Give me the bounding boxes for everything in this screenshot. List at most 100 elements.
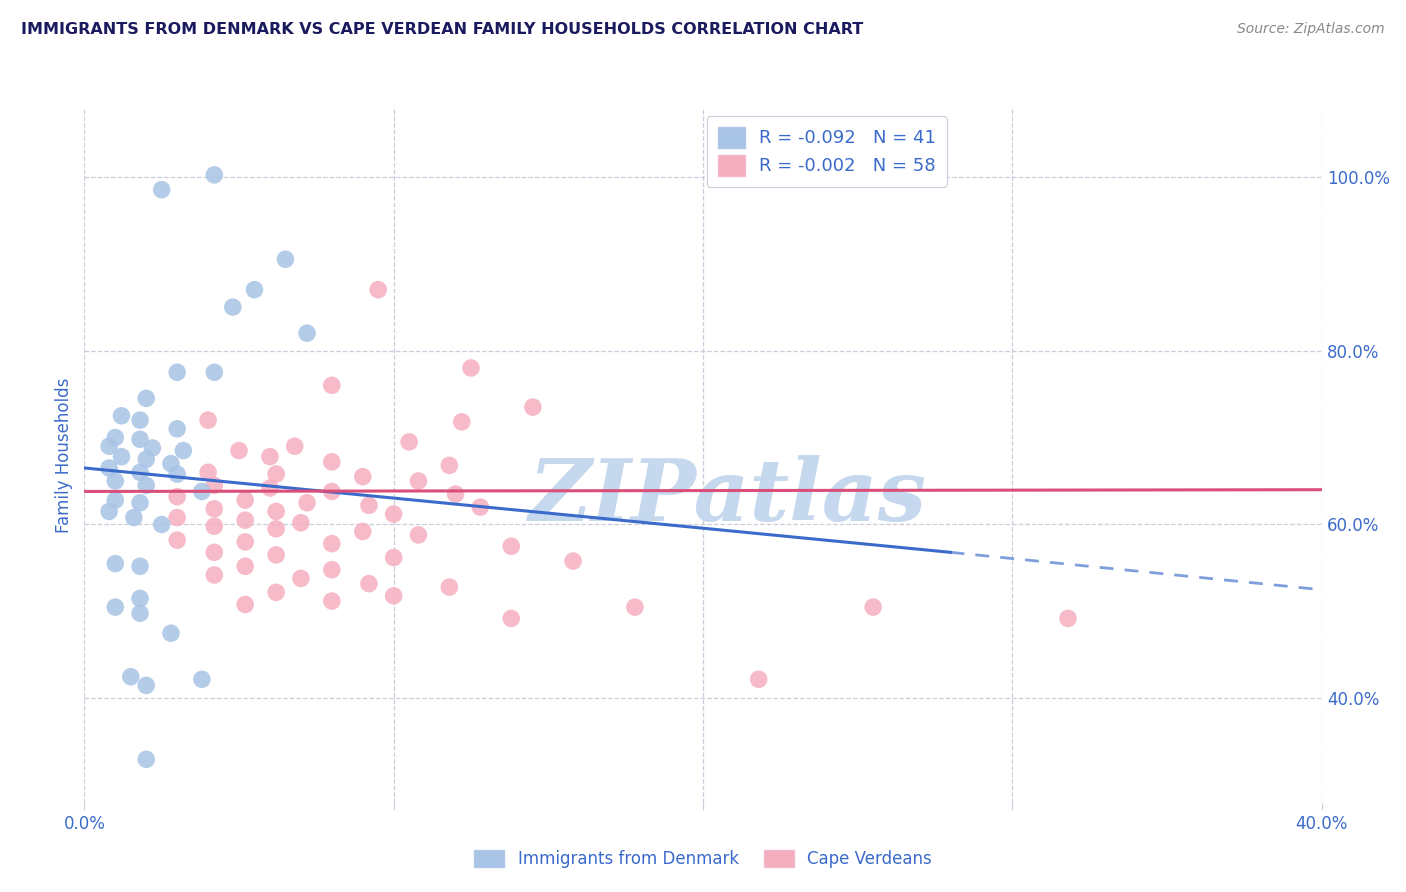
Point	[295, 326, 318, 341]
Point	[191, 673, 214, 687]
Point	[321, 378, 343, 392]
Point	[129, 496, 152, 510]
Point	[166, 422, 188, 436]
Point	[191, 484, 214, 499]
Point	[450, 415, 472, 429]
Point	[222, 300, 245, 314]
Point	[284, 439, 307, 453]
Point	[120, 670, 142, 684]
Point	[259, 450, 281, 464]
Point	[135, 392, 157, 406]
Point	[233, 535, 256, 549]
Point	[501, 611, 523, 625]
Point	[104, 474, 127, 488]
Point	[202, 501, 225, 516]
Point	[202, 519, 225, 533]
Point	[141, 441, 163, 455]
Point	[202, 568, 225, 582]
Point	[166, 490, 188, 504]
Point	[321, 594, 343, 608]
Point	[439, 458, 461, 473]
Point	[624, 600, 647, 615]
Point	[135, 478, 157, 492]
Point	[122, 510, 145, 524]
Point	[408, 474, 430, 488]
Point	[98, 504, 121, 518]
Point	[264, 585, 287, 599]
Point	[197, 413, 219, 427]
Point	[290, 516, 312, 530]
Point	[357, 499, 380, 513]
Point	[352, 469, 374, 483]
Point	[243, 283, 266, 297]
Point	[367, 283, 389, 297]
Point	[470, 500, 492, 514]
Text: IMMIGRANTS FROM DENMARK VS CAPE VERDEAN FAMILY HOUSEHOLDS CORRELATION CHART: IMMIGRANTS FROM DENMARK VS CAPE VERDEAN …	[21, 22, 863, 37]
Point	[202, 478, 225, 492]
Y-axis label: Family Households: Family Households	[55, 377, 73, 533]
Point	[233, 598, 256, 612]
Point	[129, 559, 152, 574]
Point	[135, 678, 157, 692]
Point	[166, 467, 188, 481]
Point	[321, 563, 343, 577]
Point	[166, 365, 188, 379]
Point	[460, 360, 482, 375]
Point	[264, 467, 287, 481]
Point	[321, 484, 343, 499]
Point	[321, 455, 343, 469]
Point	[295, 496, 318, 510]
Point	[202, 365, 225, 379]
Point	[129, 466, 152, 480]
Point	[129, 413, 152, 427]
Point	[382, 507, 405, 521]
Point	[439, 580, 461, 594]
Point	[290, 571, 312, 585]
Point	[172, 443, 194, 458]
Point	[202, 168, 225, 182]
Point	[160, 457, 183, 471]
Point	[202, 545, 225, 559]
Point	[150, 517, 173, 532]
Legend: Immigrants from Denmark, Cape Verdeans: Immigrants from Denmark, Cape Verdeans	[468, 843, 938, 875]
Point	[129, 591, 152, 606]
Point	[274, 252, 297, 267]
Point	[357, 576, 380, 591]
Point	[352, 524, 374, 539]
Point	[408, 528, 430, 542]
Point	[1057, 611, 1080, 625]
Point	[501, 539, 523, 553]
Point	[522, 400, 544, 414]
Point	[382, 589, 405, 603]
Point	[150, 183, 173, 197]
Point	[862, 600, 884, 615]
Point	[228, 443, 250, 458]
Point	[748, 673, 770, 687]
Point	[264, 504, 287, 518]
Point	[104, 557, 127, 571]
Point	[129, 432, 152, 446]
Point	[160, 626, 183, 640]
Point	[135, 452, 157, 467]
Legend: R = -0.092   N = 41, R = -0.002   N = 58: R = -0.092 N = 41, R = -0.002 N = 58	[707, 116, 946, 186]
Point	[166, 533, 188, 548]
Point	[321, 536, 343, 550]
Point	[98, 461, 121, 475]
Point	[98, 439, 121, 453]
Point	[197, 466, 219, 480]
Point	[259, 481, 281, 495]
Point	[562, 554, 585, 568]
Point	[104, 493, 127, 508]
Point	[135, 752, 157, 766]
Point	[233, 559, 256, 574]
Point	[166, 510, 188, 524]
Point	[233, 513, 256, 527]
Text: ZIPatlas: ZIPatlas	[529, 455, 927, 539]
Point	[444, 487, 467, 501]
Point	[398, 434, 420, 449]
Point	[382, 550, 405, 565]
Point	[129, 606, 152, 620]
Point	[104, 600, 127, 615]
Point	[264, 548, 287, 562]
Point	[104, 431, 127, 445]
